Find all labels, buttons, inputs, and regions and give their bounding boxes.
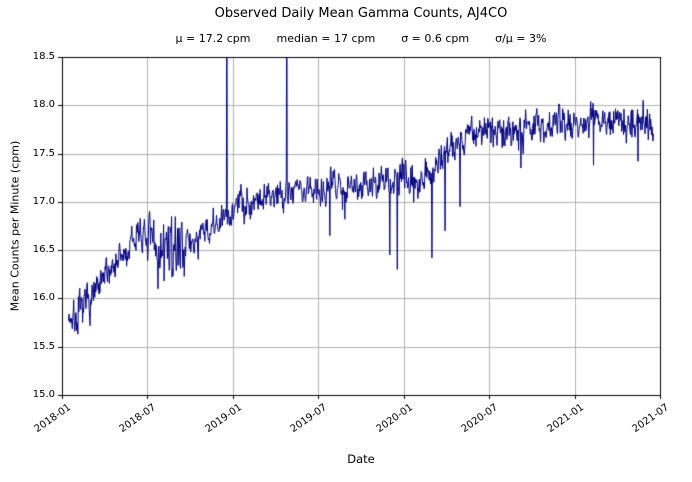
stat-item: μ = 17.2 cpm xyxy=(175,32,251,45)
x-axis-label: Date xyxy=(347,452,375,466)
y-tick-label: 15.5 xyxy=(32,340,55,352)
y-tick-label: 16.5 xyxy=(32,244,55,256)
stat-item: σ = 0.6 cpm xyxy=(401,32,470,45)
chart-title: Observed Daily Mean Gamma Counts, AJ4CO xyxy=(214,6,508,21)
y-tick-label: 15.0 xyxy=(32,389,55,400)
stat-item: σ/μ = 3% xyxy=(495,32,547,45)
y-axis-label: Mean Counts per Minute (cpm) xyxy=(8,140,22,312)
y-tick-label: 17.5 xyxy=(32,147,55,159)
y-tick-label: 18.0 xyxy=(32,99,55,111)
y-tick-label: 16.0 xyxy=(32,292,55,304)
chart-subtitle-stats: μ = 17.2 cpm median = 17 cpm σ = 0.6 cpm σ/… xyxy=(62,32,660,45)
stat-item: median = 17 cpm xyxy=(276,32,376,45)
y-tick-label: 18.5 xyxy=(32,51,55,62)
y-tick-label: 17.0 xyxy=(32,195,55,207)
